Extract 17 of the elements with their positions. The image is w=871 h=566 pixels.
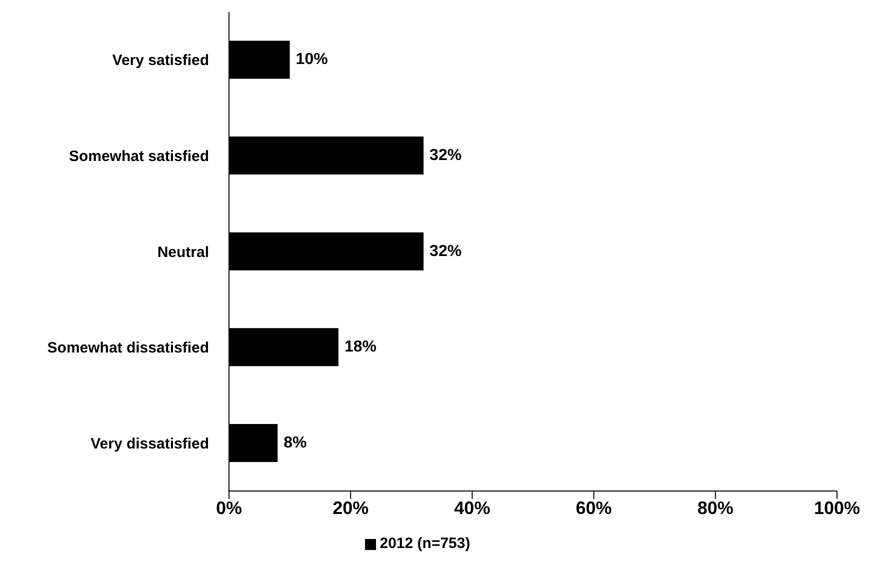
x-tick-label: 20% — [332, 498, 369, 518]
y-tick-label: Neutral — [157, 244, 209, 261]
x-tick-label: 100% — [814, 498, 860, 518]
y-tick-label: Somewhat satisfied — [68, 148, 209, 166]
x-tick-label: 40% — [454, 498, 490, 518]
legend-label: 2012 (n=753) — [380, 535, 470, 552]
x-tick-label: 80% — [697, 498, 734, 518]
data-label: 10% — [296, 51, 328, 68]
data-label: 32% — [430, 242, 462, 260]
x-tick-label: 0% — [216, 498, 242, 518]
x-tick-label: 60% — [576, 498, 612, 518]
data-label: 8% — [284, 434, 307, 452]
data-label: 18% — [344, 338, 376, 356]
y-tick-label: Somewhat dissatisfied — [47, 340, 209, 357]
y-tick-label: Very satisfied — [112, 52, 209, 70]
y-tick-label: Very dissatisfied — [90, 435, 209, 452]
data-label: 32% — [430, 147, 462, 164]
